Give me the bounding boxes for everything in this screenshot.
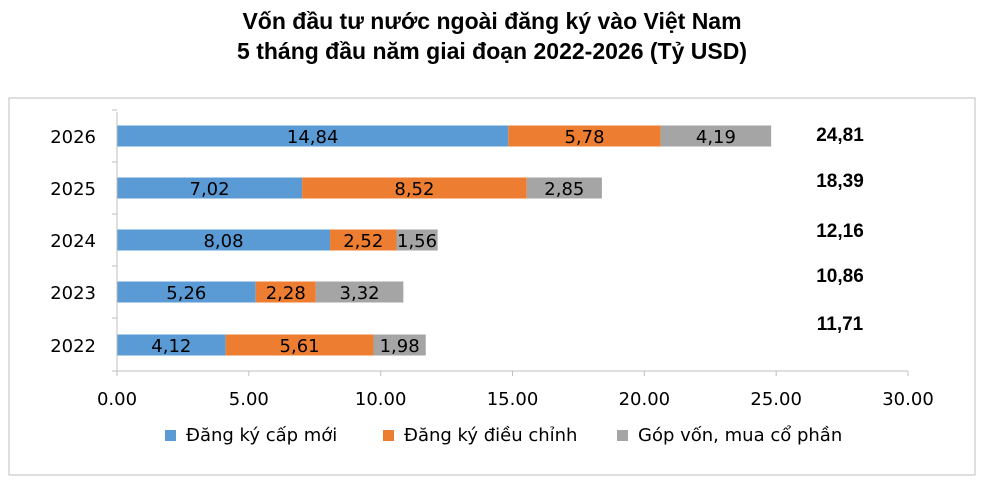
bar-segment: [315, 281, 404, 303]
x-tick-label: 15.00: [487, 389, 539, 410]
bar-data-label: 8,08: [203, 231, 243, 252]
bar-data-label: 1,98: [380, 336, 420, 357]
total-label: 10,86: [816, 266, 864, 287]
bar-segment: [117, 281, 256, 303]
y-category-label: 2024: [50, 231, 96, 252]
bar-segment: [117, 229, 331, 251]
bar-data-label: 5,78: [564, 127, 604, 148]
bar-data-label: 3,32: [340, 283, 380, 304]
y-category-label: 2022: [50, 336, 96, 357]
bar-segment: [225, 334, 374, 356]
bar-data-label: 2,52: [343, 231, 383, 252]
legend-label: Đăng ký cấp mới: [186, 425, 337, 446]
bar-segment: [373, 334, 426, 356]
x-tick-label: 20.00: [619, 389, 671, 410]
legend-swatch: [383, 430, 394, 441]
chart-title-line-1: Vốn đầu tư nước ngoài đăng ký vào Việt N…: [242, 8, 742, 34]
x-tick-label: 5.00: [229, 389, 269, 410]
bar-segment: [255, 281, 316, 303]
x-tick-label: 10.00: [355, 389, 407, 410]
legend: Đăng ký cấp mới Đăng ký điều chỉnh Góp vốn…: [165, 425, 842, 446]
total-label: 12,16: [816, 221, 864, 242]
bar-segment: [508, 125, 661, 147]
total-label: 11,71: [817, 314, 864, 335]
bars-layer: 14,84 5,78 4,19 24,81 7,02 8,52 2,85 18,39 8,08 2…: [117, 125, 864, 357]
total-label: 18,39: [816, 171, 864, 192]
bar-segment: [117, 125, 509, 147]
bar-segment: [396, 229, 438, 251]
y-category-label: 2025: [50, 179, 96, 200]
bar-data-label: 8,52: [394, 179, 434, 200]
bar-segment: [330, 229, 397, 251]
total-label: 24,81: [816, 125, 864, 146]
bar-segment: [117, 334, 226, 356]
bar-data-label: 1,56: [397, 231, 437, 252]
legend-label: Góp vốn, mua cổ phần: [638, 425, 842, 446]
chart-title-line-2: 5 tháng đầu năm giai đoạn 2022-2026 (Tỷ …: [237, 38, 747, 64]
y-category-label: 2026: [50, 127, 96, 148]
legend-label: Đăng ký điều chỉnh: [404, 425, 577, 446]
bar-data-label: 2,85: [544, 179, 584, 200]
x-tick-label: 25.00: [750, 389, 802, 410]
x-tick-label: 30.00: [882, 389, 934, 410]
bar-data-label: 4,19: [696, 127, 736, 148]
bar-segment: [660, 125, 772, 147]
bar-data-label: 4,12: [151, 336, 191, 357]
chart-area-border: [8, 97, 976, 476]
bar-data-label: 7,02: [190, 179, 230, 200]
legend-swatch: [165, 430, 176, 441]
chart-title: Vốn đầu tư nước ngoài đăng ký vào Việt N…: [0, 6, 984, 66]
y-category-label: 2023: [50, 283, 96, 304]
bar-segment: [526, 177, 602, 199]
bar-data-label: 2,28: [266, 283, 306, 304]
bar-segment: [117, 177, 303, 199]
axes-layer: 0.00 5.00 10.00 15.00 20.00 25.00 30.00 2026 202…: [50, 109, 934, 410]
bar-segment: [302, 177, 527, 199]
bar-data-label: 5,61: [280, 336, 320, 357]
x-tick-label: 0.00: [97, 389, 137, 410]
legend-swatch: [617, 430, 628, 441]
bar-data-label: 5,26: [166, 283, 206, 304]
bar-data-label: 14,84: [287, 127, 339, 148]
